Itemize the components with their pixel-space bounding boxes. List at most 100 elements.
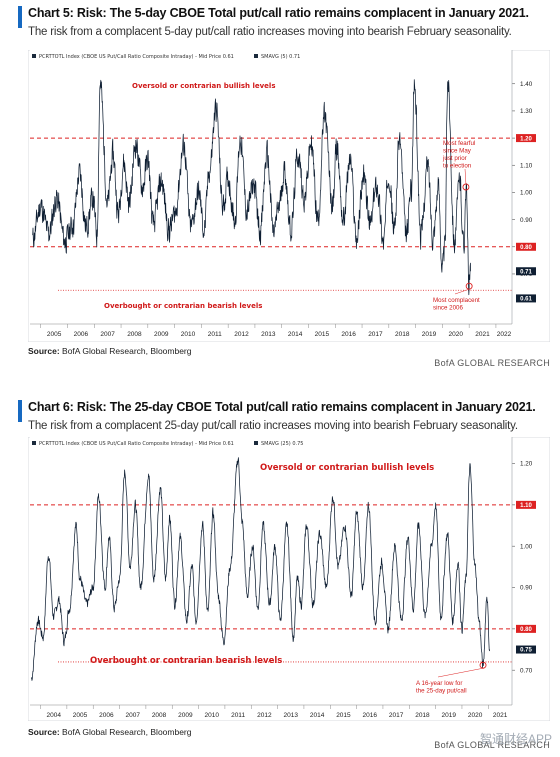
x-tick-label: 2015 [315, 331, 330, 338]
y-tick-label: 1.30 [520, 108, 533, 115]
badge-label: 0.61 [520, 297, 532, 303]
x-tick-label: 2019 [422, 331, 437, 338]
badge-label: 0.80 [520, 627, 532, 633]
y-tick-label: 0.90 [520, 217, 533, 224]
title-accent-bar [18, 400, 22, 422]
source-note: Source: BofA Global Research, Bloomberg [28, 727, 192, 737]
brand-label: BofA GLOBAL RESEARCH [434, 740, 550, 750]
y-tick-label: 1.10 [520, 162, 533, 169]
y-tick-label: 1.40 [520, 81, 533, 88]
x-tick-label: 2017 [389, 712, 404, 719]
series-legend-swatch [32, 441, 36, 445]
x-tick-label: 2018 [395, 331, 410, 338]
legend: PCRTTOTL Index (CBOE US Put/Call Ratio C… [32, 441, 303, 447]
badge-background [516, 242, 536, 251]
series-legend-label: PCRTTOTL Index (CBOE US Put/Call Ratio C… [39, 441, 234, 447]
sma-legend-label: SMAVG (5) 0.71 [261, 54, 300, 60]
source-label: Source: [28, 727, 60, 737]
x-tick-label: 2009 [178, 712, 193, 719]
annotation-text: Most fearful [443, 140, 475, 147]
x-tick-label: 2015 [336, 712, 351, 719]
annotation-text: to election [443, 163, 472, 170]
overbought-label: Overbought or contrarian bearish levels [90, 656, 282, 666]
annotation-leader [437, 667, 484, 678]
x-tick-label: 2004 [46, 712, 61, 719]
source-note: Source: BofA Global Research, Bloomberg [28, 346, 192, 356]
axis-value-badge: 1.20 [516, 134, 536, 142]
chart-subtitle: The risk from a complacent 5-day put/cal… [28, 26, 512, 38]
annotation-leader [464, 168, 467, 185]
y-tick-label: 0.70 [520, 667, 533, 674]
x-tick-label: 2012 [234, 331, 249, 338]
badge-label: 1.20 [520, 136, 532, 142]
chart-6-panel: Chart 6: Risk: The 25-day CBOE Total put… [0, 394, 560, 757]
annotation-text: the 25-day put/call [416, 688, 467, 695]
x-tick-label: 2020 [468, 712, 483, 719]
x-tick-label: 2005 [73, 712, 88, 719]
x-tick-label: 2014 [288, 331, 303, 338]
x-tick-label: 2005 [47, 331, 62, 338]
axis-value-badge: 0.71 [516, 267, 536, 275]
x-tick-label: 2007 [100, 331, 115, 338]
overbought-label: Overbought or contrarian bearish levels [104, 302, 262, 310]
x-tick-label: 2010 [205, 712, 220, 719]
x-tick-label: 2021 [475, 331, 490, 338]
oversold-label: Oversold or contrarian bullish levels [260, 463, 434, 473]
x-tick-label: 2020 [449, 331, 464, 338]
source-text: BofA Global Research, Bloomberg [62, 727, 192, 737]
annotation-text: just prior [442, 155, 467, 162]
badge-background [516, 624, 536, 633]
brand-label: BofA GLOBAL RESEARCH [434, 358, 550, 368]
x-tick-label: 2016 [363, 712, 378, 719]
x-tick-label: 2014 [310, 712, 325, 719]
y-tick-label: 0.90 [520, 585, 533, 592]
sma-legend-label: SMAVG (25) 0.75 [261, 441, 303, 447]
x-tick-label: 2012 [257, 712, 272, 719]
x-tick-label: 2011 [208, 331, 222, 338]
x-tick-label: 2006 [74, 331, 89, 338]
x-tick-label: 2008 [127, 331, 142, 338]
y-tick-label: 1.00 [520, 190, 533, 197]
annotation-text: Most complacent [433, 297, 480, 304]
chart-title: Chart 6: Risk: The 25-day CBOE Total put… [28, 400, 536, 414]
y-tick-label: 1.00 [520, 543, 533, 550]
badge-label: 0.75 [520, 648, 532, 654]
axis-value-badge: 0.61 [516, 294, 536, 303]
x-tick-label: 2008 [152, 712, 167, 719]
chart-title: Chart 5: Risk: The 5-day CBOE Total put/… [28, 6, 529, 20]
chart-subtitle: The risk from a complacent 25-day put/ca… [28, 420, 518, 432]
chart-5-panel: Chart 5: Risk: The 5-day CBOE Total put/… [0, 0, 560, 372]
series-legend-swatch [32, 54, 36, 58]
series-legend-label: PCRTTOTL Index (CBOE US Put/Call Ratio C… [39, 54, 234, 60]
legend: PCRTTOTL Index (CBOE US Put/Call Ratio C… [32, 54, 300, 60]
x-tick-label: 2022 [497, 331, 512, 338]
badge-background [516, 267, 536, 276]
badge-label: 0.80 [520, 245, 532, 251]
badge-background [516, 645, 536, 654]
badge-background [516, 500, 536, 509]
x-tick-label: 2018 [415, 712, 430, 719]
annotation-text: since May [443, 148, 472, 155]
x-tick-label: 2010 [181, 331, 196, 338]
x-tick-label: 2013 [261, 331, 276, 338]
sma-legend-swatch [254, 54, 258, 58]
plot-area [30, 50, 512, 324]
sma-legend-swatch [254, 441, 258, 445]
axis-value-badge: 1.10 [516, 500, 536, 509]
x-tick-label: 2013 [284, 712, 299, 719]
annotation-marker [479, 661, 487, 669]
annotation-leader [454, 288, 470, 295]
chart-5-plot: PCRTTOTL Index (CBOE US Put/Call Ratio C… [28, 50, 550, 342]
series-line [30, 457, 490, 681]
annotation-text: A 16-year low for [416, 680, 462, 687]
axis-value-badge: 0.75 [516, 645, 536, 654]
source-label: Source: [28, 346, 60, 356]
badge-background [516, 134, 536, 143]
plot-area [30, 437, 512, 705]
series-line [32, 79, 471, 296]
badge-label: 0.71 [520, 269, 532, 275]
x-tick-label: 2009 [154, 331, 169, 338]
